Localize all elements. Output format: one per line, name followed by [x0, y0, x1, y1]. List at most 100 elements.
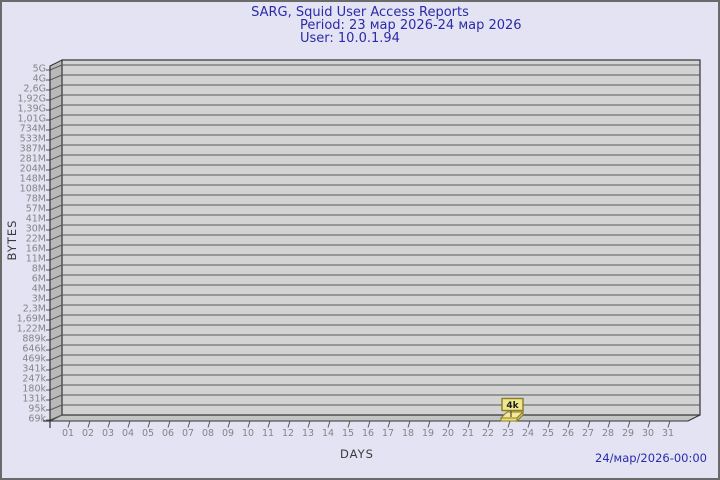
report-period: Period: 23 мар 2026-24 мар 2026: [300, 18, 522, 33]
y-tick: [49, 334, 63, 341]
x-tick-label: 06: [162, 428, 174, 439]
x-tick: [547, 420, 551, 428]
y-tick-label: 5G: [33, 64, 46, 75]
x-tick-label: 26: [562, 428, 574, 439]
y-axis-title: BYTES: [5, 220, 19, 261]
y-tick: [49, 404, 63, 411]
bar-value-label: 4k: [506, 401, 519, 411]
y-tick: [49, 194, 63, 201]
x-tick-label: 29: [622, 428, 634, 439]
y-tick-label: 30M: [26, 224, 46, 235]
y-tick-label: 8M: [32, 264, 46, 275]
y-tick-label: 180k: [22, 384, 46, 395]
x-tick: [107, 420, 111, 428]
y-tick: [49, 94, 63, 101]
x-tick: [607, 420, 611, 428]
x-tick-label: 24: [522, 428, 534, 439]
y-tick-label: 16M: [26, 244, 46, 255]
x-tick-label: 07: [182, 428, 194, 439]
y-tick: [49, 394, 63, 401]
x-tick: [127, 420, 131, 428]
bar-front: [500, 417, 518, 422]
y-tick: [49, 284, 63, 291]
y-tick-label: 4G: [33, 74, 46, 85]
x-tick: [467, 420, 471, 428]
y-tick: [49, 414, 63, 421]
floor-3d: [49, 414, 701, 422]
x-tick: [647, 420, 651, 428]
x-tick-label: 11: [262, 428, 274, 439]
y-tick: [49, 244, 63, 251]
y-tick-label: 533M: [20, 134, 46, 145]
x-tick-label: 09: [222, 428, 234, 439]
y-tick-label: 108M: [20, 184, 46, 195]
y-tick: [49, 294, 63, 301]
x-tick: [67, 420, 71, 428]
x-tick: [207, 420, 211, 428]
y-tick: [49, 74, 63, 81]
y-tick: [49, 64, 63, 71]
x-tick-label: 25: [542, 428, 554, 439]
y-tick: [49, 124, 63, 131]
y-tick-label: 11M: [26, 254, 46, 265]
y-tick-label: 1,39G: [17, 104, 46, 115]
y-tick: [49, 254, 63, 261]
x-tick-label: 16: [362, 428, 374, 439]
x-tick-label: 02: [82, 428, 94, 439]
plot-face: [61, 59, 701, 416]
x-tick-label: 18: [402, 428, 414, 439]
x-tick: [187, 420, 191, 428]
x-tick: [87, 420, 91, 428]
y-tick: [49, 204, 63, 211]
x-tick-label: 15: [342, 428, 354, 439]
x-tick: [247, 420, 251, 428]
y-tick-label: 95k: [28, 404, 46, 415]
y-tick-label: 3M: [32, 294, 46, 305]
y-tick-label: 2,3M: [23, 304, 46, 315]
x-tick: [487, 420, 491, 428]
x-tick-label: 23: [502, 428, 514, 439]
x-tick-label: 27: [582, 428, 594, 439]
x-tick-label: 22: [482, 428, 494, 439]
x-tick: [407, 420, 411, 428]
y-tick-label: 247k: [22, 374, 46, 385]
x-tick: [347, 420, 351, 428]
bar-value-flag: [501, 397, 524, 412]
y-tick: [49, 184, 63, 191]
y-tick-label: 78M: [26, 194, 46, 205]
x-tick: [367, 420, 371, 428]
y-tick: [49, 354, 63, 361]
y-tick-label: 734M: [20, 124, 46, 135]
x-tick-label: 30: [642, 428, 654, 439]
x-tick: [507, 420, 511, 428]
x-tick-label: 01: [62, 428, 74, 439]
y-tick-label: 646k: [22, 344, 46, 355]
y-tick-label: 341k: [22, 364, 46, 375]
y-tick: [49, 234, 63, 241]
y-tick-label: 1,92G: [17, 94, 46, 105]
y-tick: [49, 364, 63, 371]
y-tick-label: 204M: [20, 164, 46, 175]
y-tick-label: 2,6G: [24, 84, 46, 95]
x-tick: [147, 420, 151, 428]
x-tick-label: 05: [142, 428, 154, 439]
y-tick: [49, 224, 63, 231]
x-tick-label: 17: [382, 428, 394, 439]
report-title: SARG, Squid User Access Reports: [251, 5, 469, 20]
x-tick: [267, 420, 271, 428]
x-tick-label: 31: [662, 428, 674, 439]
y-tick-label: 131k: [22, 394, 46, 405]
y-tick-label: 22M: [26, 234, 46, 245]
x-tick-label: 21: [462, 428, 474, 439]
x-tick-label: 10: [242, 428, 254, 439]
y-tick: [49, 384, 63, 391]
y-tick-label: 889k: [22, 334, 46, 345]
y-tick: [49, 324, 63, 331]
y-tick-label: 57M: [26, 204, 46, 215]
y-tick-label: 1,69M: [17, 314, 46, 325]
y-tick: [49, 104, 63, 111]
y-tick-label: 281M: [20, 154, 46, 165]
y-tick: [49, 174, 63, 181]
x-tick: [667, 420, 671, 428]
